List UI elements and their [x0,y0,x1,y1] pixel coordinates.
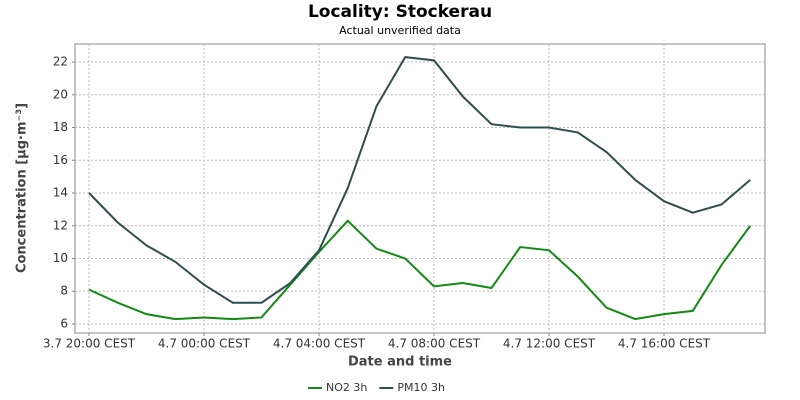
y-tick-label: 14 [53,186,68,200]
y-tick-label: 6 [60,316,68,330]
x-tick-label: 3.7 20:00 CEST [43,337,136,351]
y-axis-label: Concentration [µg·m⁻³] [15,103,30,273]
y-tick-label: 8 [60,284,68,298]
legend-label: NO2 3h [326,381,367,394]
x-tick-label: 4.7 08:00 CEST [388,337,481,351]
x-tick-label: 4.7 12:00 CEST [503,337,596,351]
y-tick-label: 10 [53,251,68,265]
chart-subtitle: Actual unverified data [339,24,461,37]
x-axis-label: Date and time [348,355,452,370]
y-tick-label: 22 [53,55,68,69]
x-tick-label: 4.7 00:00 CEST [158,337,251,351]
chart-title: Locality: Stockerau [308,2,492,22]
y-tick-label: 18 [53,120,68,134]
plot-area [74,43,766,334]
y-tick-label: 20 [53,87,68,101]
y-tick-label: 12 [53,218,68,232]
y-tick-label: 16 [53,153,68,167]
line-series [88,219,752,321]
x-tick-label: 4.7 04:00 CEST [273,337,366,351]
line-series [88,56,751,304]
x-tick-label: 4.7 16:00 CEST [618,337,711,351]
legend-label: PM10 3h [397,381,445,394]
